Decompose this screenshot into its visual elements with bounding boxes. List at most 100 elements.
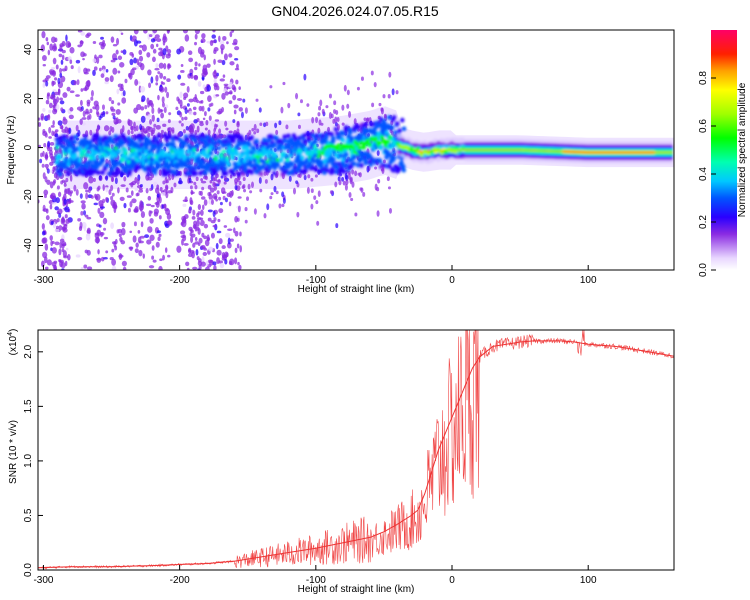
spectrogram-speckle (63, 198, 67, 205)
spectrogram-speckle (196, 226, 200, 231)
spectrogram-speckle (220, 175, 224, 179)
spectrogram-speckle (98, 224, 102, 228)
spectrogram-speckle (73, 184, 77, 192)
spectrogram-speckle (120, 184, 126, 188)
spectrogram-speckle (165, 191, 169, 199)
spectrogram-speckle (190, 74, 194, 79)
spectrogram-tone-band (397, 145, 673, 154)
spectrogram-speckle (217, 178, 221, 185)
spectrogram-speckle (297, 112, 301, 117)
spectrogram-speckle (183, 242, 189, 246)
spectrogram-speckle (99, 113, 103, 119)
spectrogram-speckle (88, 113, 92, 120)
spectrogram-cell (401, 126, 407, 132)
spectrogram-speckle (216, 230, 222, 234)
spectrogram-cell (245, 148, 251, 153)
spectrogram-cell (415, 146, 420, 152)
spectrogram-speckle (207, 192, 211, 197)
spectrogram-speckle (129, 58, 134, 66)
snr-background (38, 330, 674, 570)
spectrogram-speckle (223, 83, 229, 87)
spectrogram-speckle (49, 146, 53, 152)
spectrogram-cell (201, 149, 206, 155)
spectrogram-cell (272, 142, 277, 148)
spectrogram-speckle (335, 223, 339, 229)
spectrogram-cell (320, 150, 325, 156)
spectrogram-speckle (42, 63, 46, 67)
spectrogram-speckle (227, 237, 231, 245)
spectrogram-speckle (110, 59, 116, 63)
spectrogram-cell (67, 149, 73, 155)
spectrogram-cell (161, 148, 166, 154)
spectrogram-cell (57, 155, 63, 160)
spectrogram-speckle (180, 70, 185, 73)
spectrogram-speckle (194, 184, 198, 190)
spectrogram-cell (344, 152, 349, 157)
spectrogram-speckle (231, 30, 235, 33)
spectrogram-cell (386, 125, 391, 130)
spectrogram-cell (221, 143, 226, 149)
spectrogram-speckle (201, 196, 206, 200)
spectrogram-speckle (341, 122, 345, 126)
spectrogram-speckle (139, 187, 143, 191)
spectrogram-speckle (196, 125, 200, 133)
colorbar-gradient (711, 30, 737, 270)
spectrogram-speckle (282, 81, 286, 86)
spectrogram-speckle (81, 221, 87, 229)
spectrogram-speckle (116, 229, 120, 234)
spectrogram-speckle (120, 50, 124, 54)
spectrogram-cell (324, 134, 329, 140)
spectrogram-speckle (162, 123, 167, 127)
spectrogram-speckle (162, 36, 168, 43)
spectrogram-speckle (176, 96, 180, 102)
spectrogram-y-tick-label: 40 (23, 44, 34, 56)
spectrogram-cell (175, 171, 181, 176)
spectrogram-speckle (162, 180, 166, 185)
spectrogram-speckle (80, 99, 83, 106)
spectrogram-speckle (213, 58, 216, 65)
spectrogram-cell (399, 160, 404, 166)
spectrogram-speckle (61, 226, 65, 231)
spectrogram-cell (149, 152, 155, 158)
spectrogram-cell (446, 147, 451, 152)
spectrogram-speckle (44, 243, 49, 251)
spectrogram-speckle (69, 46, 75, 54)
spectrogram-speckle (129, 201, 133, 208)
spectrogram-speckle (186, 103, 190, 107)
spectrogram-speckle (75, 188, 79, 196)
spectrogram-speckle (207, 95, 212, 102)
spectrogram-speckle (52, 166, 56, 173)
spectrogram-speckle (75, 254, 81, 258)
spectrogram-speckle (41, 163, 45, 168)
spectrogram-cell (273, 153, 278, 159)
spectrogram-speckle (44, 132, 48, 138)
spectrogram-speckle (161, 96, 165, 104)
spectrogram-y-label: Frequency (Hz) (6, 116, 17, 185)
spectrogram-cell (222, 165, 228, 171)
spectrogram-cell (55, 146, 60, 151)
spectrogram-speckle (194, 94, 197, 100)
spectrogram-speckle (43, 143, 47, 148)
spectrogram-speckle (105, 186, 109, 193)
spectrogram-speckle (204, 127, 208, 131)
spectrogram-speckle (185, 261, 190, 267)
spectrogram-speckle (101, 104, 105, 111)
spectrogram-speckle (73, 80, 77, 86)
spectrogram-speckle (238, 264, 242, 270)
spectrogram-speckle (199, 219, 205, 227)
spectrogram-speckle (275, 170, 279, 178)
spectrogram-speckle (99, 67, 102, 72)
spectrogram-cell (105, 162, 110, 168)
spectrogram-speckle (206, 234, 210, 242)
spectrogram-speckle (117, 102, 121, 106)
spectrogram-cell (184, 136, 189, 142)
spectrogram-speckle (193, 75, 199, 81)
spectrogram-speckle (82, 87, 86, 91)
spectrogram-speckle (131, 39, 136, 42)
spectrogram-cell (336, 143, 342, 148)
spectrogram-cell (384, 151, 390, 156)
spectrogram-speckle (44, 153, 48, 161)
spectrogram-speckle (111, 265, 117, 270)
spectrogram-speckle (205, 119, 209, 126)
spectrogram-speckle (234, 46, 240, 51)
